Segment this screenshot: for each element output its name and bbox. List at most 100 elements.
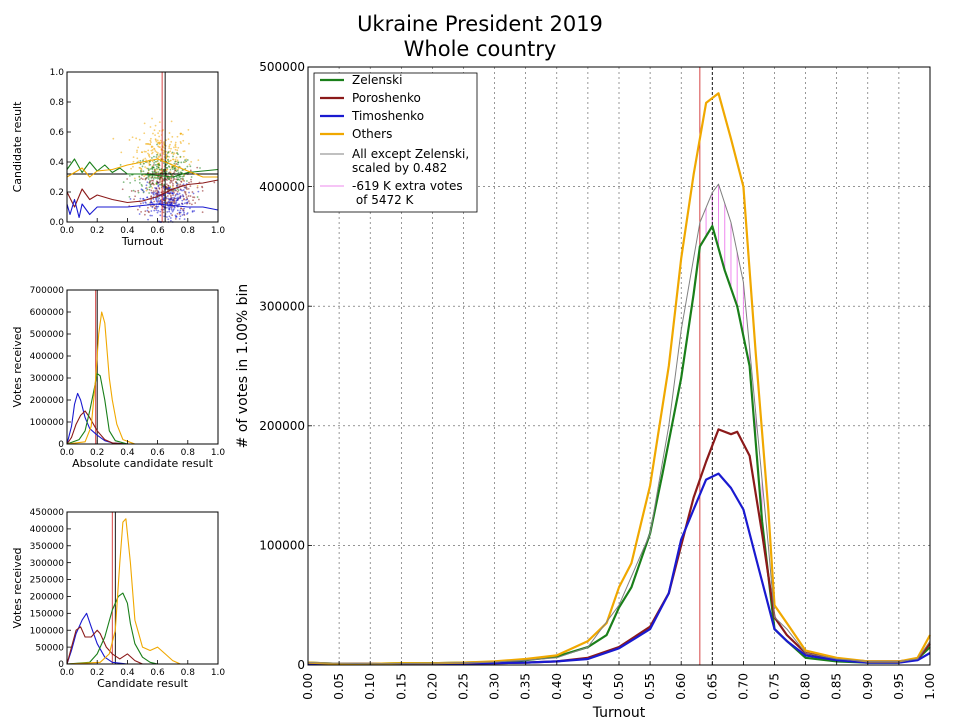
- scatter-dot-timoshenko: [167, 201, 170, 203]
- y-tick-label: 200000: [259, 419, 305, 433]
- scatter-dot-timoshenko: [155, 187, 158, 190]
- scatter-dot-poroshenko: [168, 171, 171, 174]
- scatter-dot-poroshenko: [213, 181, 216, 184]
- scatter-dot-timoshenko: [193, 210, 196, 212]
- scatter-dot-others: [190, 160, 193, 163]
- scatter-dot-timoshenko: [168, 187, 171, 190]
- x-axis-label: Absolute candidate result: [72, 457, 213, 470]
- plot-frame: [66, 511, 219, 665]
- scatter-dot-timoshenko: [162, 198, 165, 201]
- scatter-dot-timoshenko: [157, 181, 160, 184]
- series-line-poroshenko: [66, 626, 218, 665]
- scatter-dot-poroshenko: [134, 195, 137, 198]
- scatter-dot-zelenski: [186, 180, 188, 182]
- scatter-dot-others: [149, 139, 152, 142]
- scatter-dot-poroshenko: [184, 192, 187, 195]
- scatter-dot-others: [149, 143, 152, 146]
- scatter-dot-timoshenko: [170, 202, 173, 205]
- scatter-dot-timoshenko: [179, 196, 182, 199]
- series-line-others: [66, 518, 218, 665]
- scatter-dot-others: [155, 140, 158, 143]
- scatter-dot-others: [176, 149, 179, 152]
- scatter-dot-timoshenko: [166, 216, 168, 218]
- scatter-dot-zelenski: [166, 155, 169, 158]
- scatter-dot-zelenski: [167, 160, 170, 163]
- series-line-timoshenko: [308, 472, 931, 665]
- scatter-dot-timoshenko: [178, 218, 181, 220]
- scatter-dot-poroshenko: [151, 182, 154, 185]
- scatter-dot-others: [174, 158, 177, 161]
- legend-entry-line: scaled by 0.482: [352, 161, 447, 175]
- scatter-dot-zelenski: [134, 179, 136, 182]
- scatter-dot-timoshenko: [152, 198, 155, 200]
- scatter-dot-poroshenko: [169, 194, 172, 197]
- scatter-dot-poroshenko: [192, 199, 194, 202]
- scatter-dot-poroshenko: [189, 195, 192, 197]
- x-axis-label: Candidate result: [97, 677, 189, 690]
- x-tick-label: 0.70: [736, 673, 750, 700]
- x-tick-label: 0.20: [425, 673, 439, 700]
- scatter-dot-zelenski: [154, 160, 157, 163]
- x-tick-label: 1.0: [211, 668, 226, 678]
- y-tick-label: 100000: [30, 418, 65, 428]
- scatter-dot-zelenski: [167, 158, 169, 161]
- scatter-dot-zelenski: [155, 167, 158, 170]
- scatter-dot-timoshenko: [174, 216, 177, 218]
- scatter-dot-zelenski: [196, 196, 199, 198]
- scatter-dot-poroshenko: [175, 163, 178, 165]
- scatter-dot-others: [146, 142, 148, 145]
- scatter-dot-others: [158, 135, 161, 138]
- scatter-dot-timoshenko: [129, 198, 132, 200]
- scatter-dot-zelenski: [143, 162, 145, 165]
- scatter-dot-zelenski: [186, 165, 189, 168]
- scatter-dot-others: [144, 166, 147, 168]
- scatter-dot-timoshenko: [169, 217, 172, 219]
- scatter-dot-zelenski: [173, 162, 176, 165]
- scatter-dot-timoshenko: [182, 209, 185, 212]
- scatter-dot-others: [120, 151, 123, 154]
- scatter-dot-poroshenko: [185, 196, 188, 199]
- scatter-dot-zelenski: [151, 157, 153, 159]
- scatter-dot-poroshenko: [188, 181, 190, 184]
- scatter-dot-others: [149, 126, 152, 128]
- scatter-dot-timoshenko: [157, 199, 160, 201]
- scatter-dot-others: [154, 124, 157, 127]
- scatter-dot-zelenski: [147, 169, 150, 171]
- scatter-dot-zelenski: [149, 183, 152, 186]
- scatter-dot-others: [156, 139, 159, 142]
- scatter-dot-others: [182, 150, 185, 153]
- scatter-dot-timoshenko: [170, 207, 173, 210]
- scatter-dot-poroshenko: [163, 190, 166, 193]
- x-tick-label: 0.0: [60, 448, 75, 458]
- y-tick-label: 100000: [259, 539, 305, 553]
- scatter-dot-timoshenko: [168, 198, 171, 201]
- scatter-dot-others: [162, 142, 165, 145]
- scatter-dot-timoshenko: [145, 187, 147, 190]
- scatter-dot-poroshenko: [201, 186, 204, 189]
- scatter-dot-poroshenko: [141, 178, 144, 181]
- scatter-dot-poroshenko: [162, 211, 165, 214]
- scatter-dot-zelenski: [170, 174, 173, 177]
- scatter-dot-zelenski: [148, 186, 151, 189]
- scatter-dot-poroshenko: [177, 184, 179, 186]
- x-axis-label: Turnout: [592, 705, 646, 720]
- scatter-dot-timoshenko: [174, 189, 177, 191]
- scatter-dot-zelenski: [156, 143, 158, 146]
- x-tick-label: 0.95: [892, 673, 906, 700]
- scatter-dot-others: [132, 156, 135, 159]
- scatter-dot-zelenski: [147, 178, 150, 180]
- scatter-dot-zelenski: [151, 167, 154, 169]
- x-tick-label: 0.6: [150, 226, 165, 236]
- scatter-dot-poroshenko: [190, 203, 193, 206]
- x-tick-label: 0.15: [394, 673, 408, 700]
- scatter-dot-others: [188, 163, 191, 166]
- scatter-dot-poroshenko: [174, 180, 177, 183]
- scatter-dot-zelenski: [156, 154, 158, 156]
- scatter-dot-timoshenko: [183, 218, 186, 221]
- scatter-dot-poroshenko: [176, 212, 179, 215]
- scatter-dot-others: [158, 121, 161, 123]
- scatter-dot-timoshenko: [183, 213, 185, 216]
- scatter-dot-zelenski: [153, 155, 155, 158]
- scatter-dot-others: [153, 129, 156, 132]
- scatter-dot-others: [174, 144, 177, 147]
